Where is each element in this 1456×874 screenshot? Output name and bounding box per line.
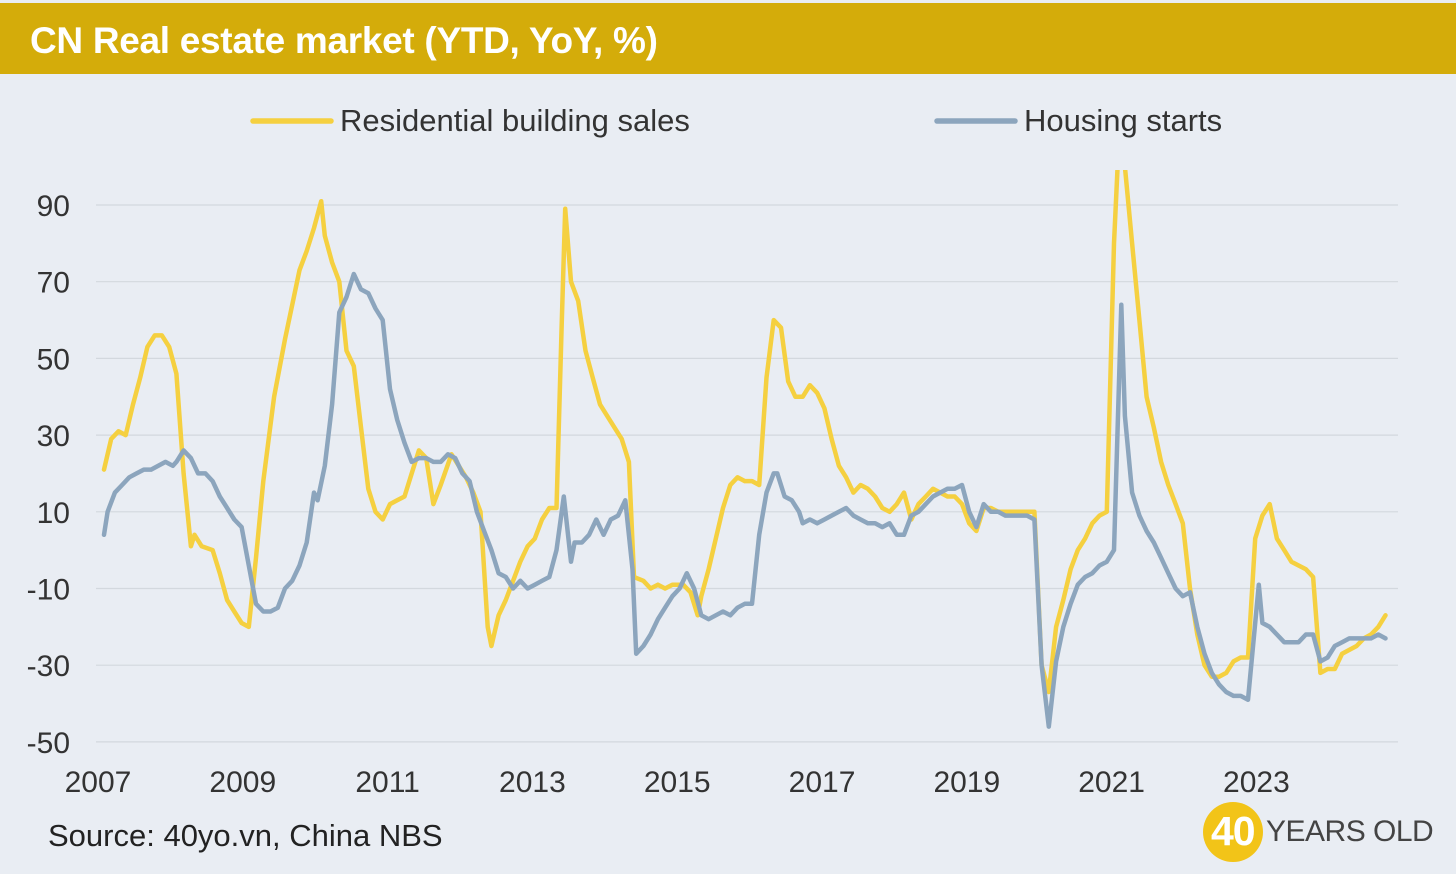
y-tick-label: 10: [37, 497, 70, 530]
x-tick-label: 2011: [355, 766, 420, 799]
x-tick-label: 2009: [209, 766, 276, 799]
y-axis-tick-labels: 90 70 50 30 10 -10 -30 -50: [27, 190, 70, 760]
logo-circle-icon: [1203, 802, 1263, 862]
y-tick-label: -50: [27, 727, 70, 760]
y-tick-label: -30: [27, 650, 70, 683]
y-tick-label: 90: [37, 190, 70, 223]
legend: Residential building sales Housing starts: [250, 103, 1222, 138]
y-tick-label: 50: [37, 343, 70, 376]
x-tick-label: 2023: [1223, 766, 1290, 799]
y-tick-label: -10: [27, 574, 70, 607]
x-tick-label: 2019: [933, 766, 1000, 799]
y-tick-label: 30: [37, 420, 70, 453]
x-axis-tick-labels: 2007 2009 2011 2013 2015 2017 2019 2021 2023: [65, 766, 1290, 799]
x-tick-label: 2015: [644, 766, 711, 799]
series-line-1: [101, 271, 1388, 729]
source-note: Source: 40yo.vn, China NBS: [48, 818, 443, 853]
legend-label: Residential building sales: [340, 103, 690, 138]
title-bar: CN Real estate market (YTD, YoY, %): [0, 3, 1456, 74]
x-tick-label: 2013: [499, 766, 566, 799]
y-tick-label: 70: [37, 267, 70, 300]
x-tick-label: 2007: [65, 766, 132, 799]
x-tick-label: 2017: [789, 766, 856, 799]
series-lines: [101, 170, 1388, 729]
series-line-0: [101, 170, 1388, 695]
chart-title: CN Real estate market (YTD, YoY, %): [30, 20, 658, 61]
brand-logo: 40 YEARS OLD: [1203, 800, 1434, 862]
legend-label: Housing starts: [1024, 103, 1222, 138]
logo-number: 40: [1211, 808, 1256, 854]
x-tick-label: 2021: [1078, 766, 1145, 799]
logo-text: YEARS OLD: [1266, 815, 1434, 848]
